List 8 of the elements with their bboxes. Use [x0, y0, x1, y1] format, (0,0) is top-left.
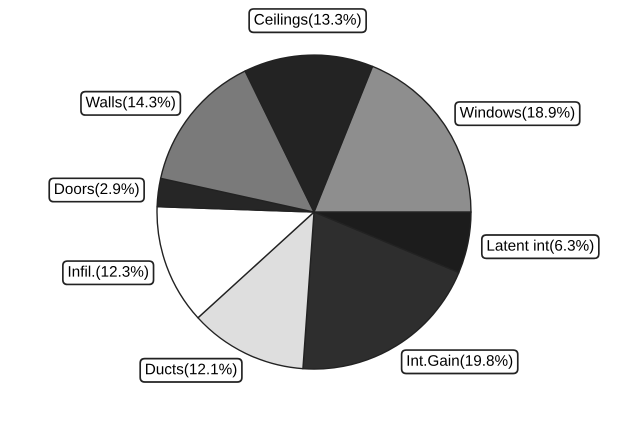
slice-label: Latent int(6.3%): [488, 240, 594, 254]
slice-label: Walls(14.3%): [86, 96, 175, 110]
slice-label: Windows(18.9%): [460, 106, 574, 121]
slice-label: Infil.(12.3%): [68, 266, 148, 280]
slice-label: Doors(2.9%): [55, 182, 139, 198]
slice-label: Int.Gain(19.8%): [408, 354, 512, 369]
slice-label: Ducts(12.1%): [146, 363, 236, 378]
slice-label: Ceilings(13.3%): [254, 14, 361, 28]
